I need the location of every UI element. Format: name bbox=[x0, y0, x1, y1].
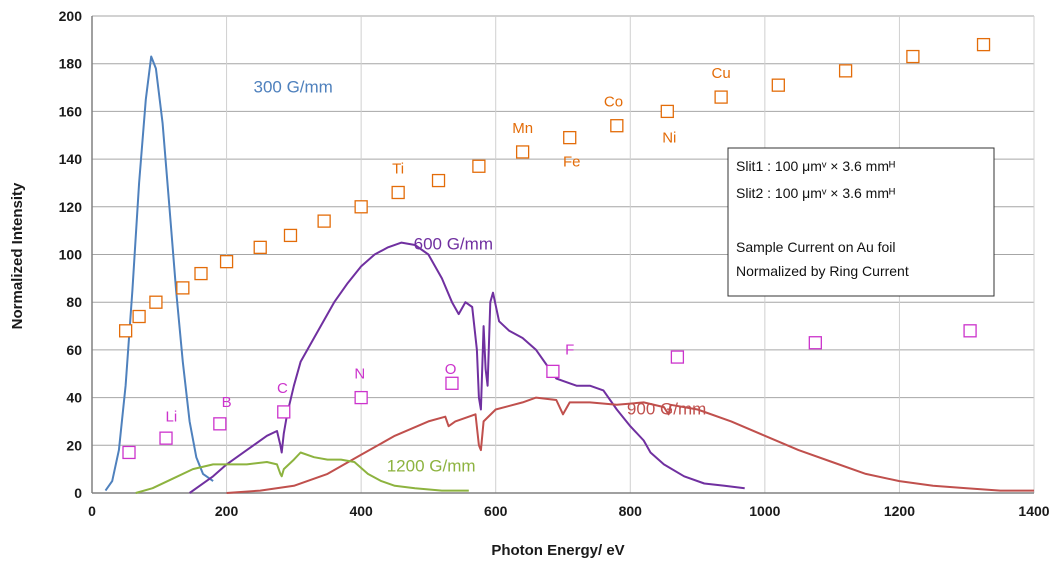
y-tick-label: 20 bbox=[66, 437, 82, 453]
chart-labels: 300 G/mm 600 G/mm 900 G/mm 1200 G/mm Ti Mn Fe C… bbox=[166, 65, 731, 476]
markers_magenta-marker bbox=[546, 364, 560, 379]
annotation-line-1: Slit1 : 100 μmᵛ × 3.6 mmᴴ bbox=[736, 158, 895, 174]
y-tick-label: 60 bbox=[66, 342, 82, 358]
markers_orange-marker bbox=[354, 200, 368, 214]
series-label-1: 600 G/mm bbox=[414, 235, 493, 254]
markers_orange-marker bbox=[132, 309, 146, 324]
x-tick-label: 1000 bbox=[749, 503, 780, 519]
markers_orange-marker bbox=[714, 90, 728, 104]
series-line-3 bbox=[135, 451, 469, 494]
markers_orange-marker bbox=[976, 37, 991, 52]
markers bbox=[118, 37, 991, 460]
x-tick-label: 0 bbox=[88, 503, 96, 519]
markers_magenta-marker bbox=[808, 336, 822, 350]
x-tick-label: 1400 bbox=[1018, 503, 1049, 519]
markers_orange-marker bbox=[283, 228, 298, 243]
markers_magenta-marker bbox=[670, 350, 685, 364]
series-label-0: 300 G/mm bbox=[253, 77, 332, 96]
markers_orange-marker bbox=[118, 324, 133, 338]
y-tick-label: 160 bbox=[59, 103, 83, 119]
x-tick-label: 1200 bbox=[884, 503, 915, 519]
x-axis-title: Photon Energy/ eV bbox=[491, 542, 624, 559]
markers_orange-marker bbox=[906, 49, 920, 64]
annotation-line-2: Slit2 : 100 μmᵛ × 3.6 mmᴴ bbox=[736, 185, 895, 201]
y-axis-title: Normalized Intensity bbox=[9, 182, 26, 329]
element-label: Ni bbox=[662, 129, 676, 146]
x-tick-label: 400 bbox=[349, 503, 373, 519]
y-tick-label: 80 bbox=[66, 294, 82, 310]
element-label: Li bbox=[166, 408, 178, 425]
annotation-box: Slit1 : 100 μmᵛ × 3.6 mmᴴ Slit2 : 100 μm… bbox=[727, 147, 995, 297]
series-label-3: 1200 G/mm bbox=[387, 457, 476, 476]
element-label: Ti bbox=[392, 160, 404, 177]
series-label-2: 900 G/mm bbox=[627, 399, 706, 418]
markers_orange-marker bbox=[563, 130, 577, 145]
series-line-2 bbox=[226, 396, 1034, 494]
element-label: Co bbox=[604, 94, 623, 111]
x-tick-label: 800 bbox=[619, 503, 643, 519]
annotation-line-4: Normalized by Ring Current bbox=[736, 263, 909, 279]
series-lines bbox=[104, 55, 1034, 494]
markers_magenta-marker bbox=[213, 417, 227, 431]
markers_orange-marker bbox=[219, 255, 234, 269]
markers_magenta-marker bbox=[354, 390, 368, 405]
element-label: N bbox=[354, 366, 365, 383]
markers_magenta-marker bbox=[159, 431, 173, 445]
element-label: Cu bbox=[712, 65, 731, 82]
series-line-1 bbox=[189, 241, 745, 494]
y-tick-label: 140 bbox=[59, 151, 83, 167]
element-label: B bbox=[222, 394, 232, 411]
element-label: O bbox=[445, 361, 457, 378]
markers_magenta-marker bbox=[277, 405, 291, 419]
markers_magenta-marker bbox=[445, 376, 459, 390]
markers_magenta-marker bbox=[122, 445, 136, 460]
markers_orange-marker bbox=[431, 173, 446, 188]
markers_orange-marker bbox=[838, 64, 853, 78]
axes: 0 20 40 60 80 100 120 140 160 180 200 0 200 400 600 800… bbox=[59, 8, 1050, 519]
markers_orange-marker bbox=[610, 119, 624, 133]
markers_magenta-marker bbox=[963, 324, 977, 338]
y-tick-label: 120 bbox=[59, 199, 83, 215]
element-label: Mn bbox=[512, 120, 533, 137]
markers_orange-marker bbox=[771, 78, 785, 92]
markers_orange-marker bbox=[317, 214, 331, 228]
markers_orange-marker bbox=[253, 240, 267, 254]
x-tick-label: 200 bbox=[215, 503, 239, 519]
annotation-line-3: Sample Current on Au foil bbox=[736, 239, 896, 255]
markers_orange-marker bbox=[176, 281, 190, 295]
y-tick-label: 100 bbox=[59, 247, 83, 263]
element-label: C bbox=[277, 380, 288, 397]
markers_orange-marker bbox=[194, 266, 208, 281]
markers_orange-marker bbox=[472, 159, 486, 173]
series-line-0 bbox=[104, 55, 214, 492]
y-tick-label: 40 bbox=[66, 390, 82, 406]
y-tick-label: 180 bbox=[59, 56, 83, 72]
markers_orange-marker bbox=[149, 295, 163, 309]
markers_orange-marker bbox=[660, 104, 674, 119]
y-tick-label: 200 bbox=[59, 8, 83, 24]
markers_orange-marker bbox=[391, 185, 405, 200]
element-label: F bbox=[565, 342, 574, 359]
y-tick-label: 0 bbox=[74, 485, 82, 501]
element-label: Fe bbox=[563, 153, 581, 170]
markers_orange-marker bbox=[515, 145, 530, 159]
x-tick-label: 600 bbox=[484, 503, 508, 519]
